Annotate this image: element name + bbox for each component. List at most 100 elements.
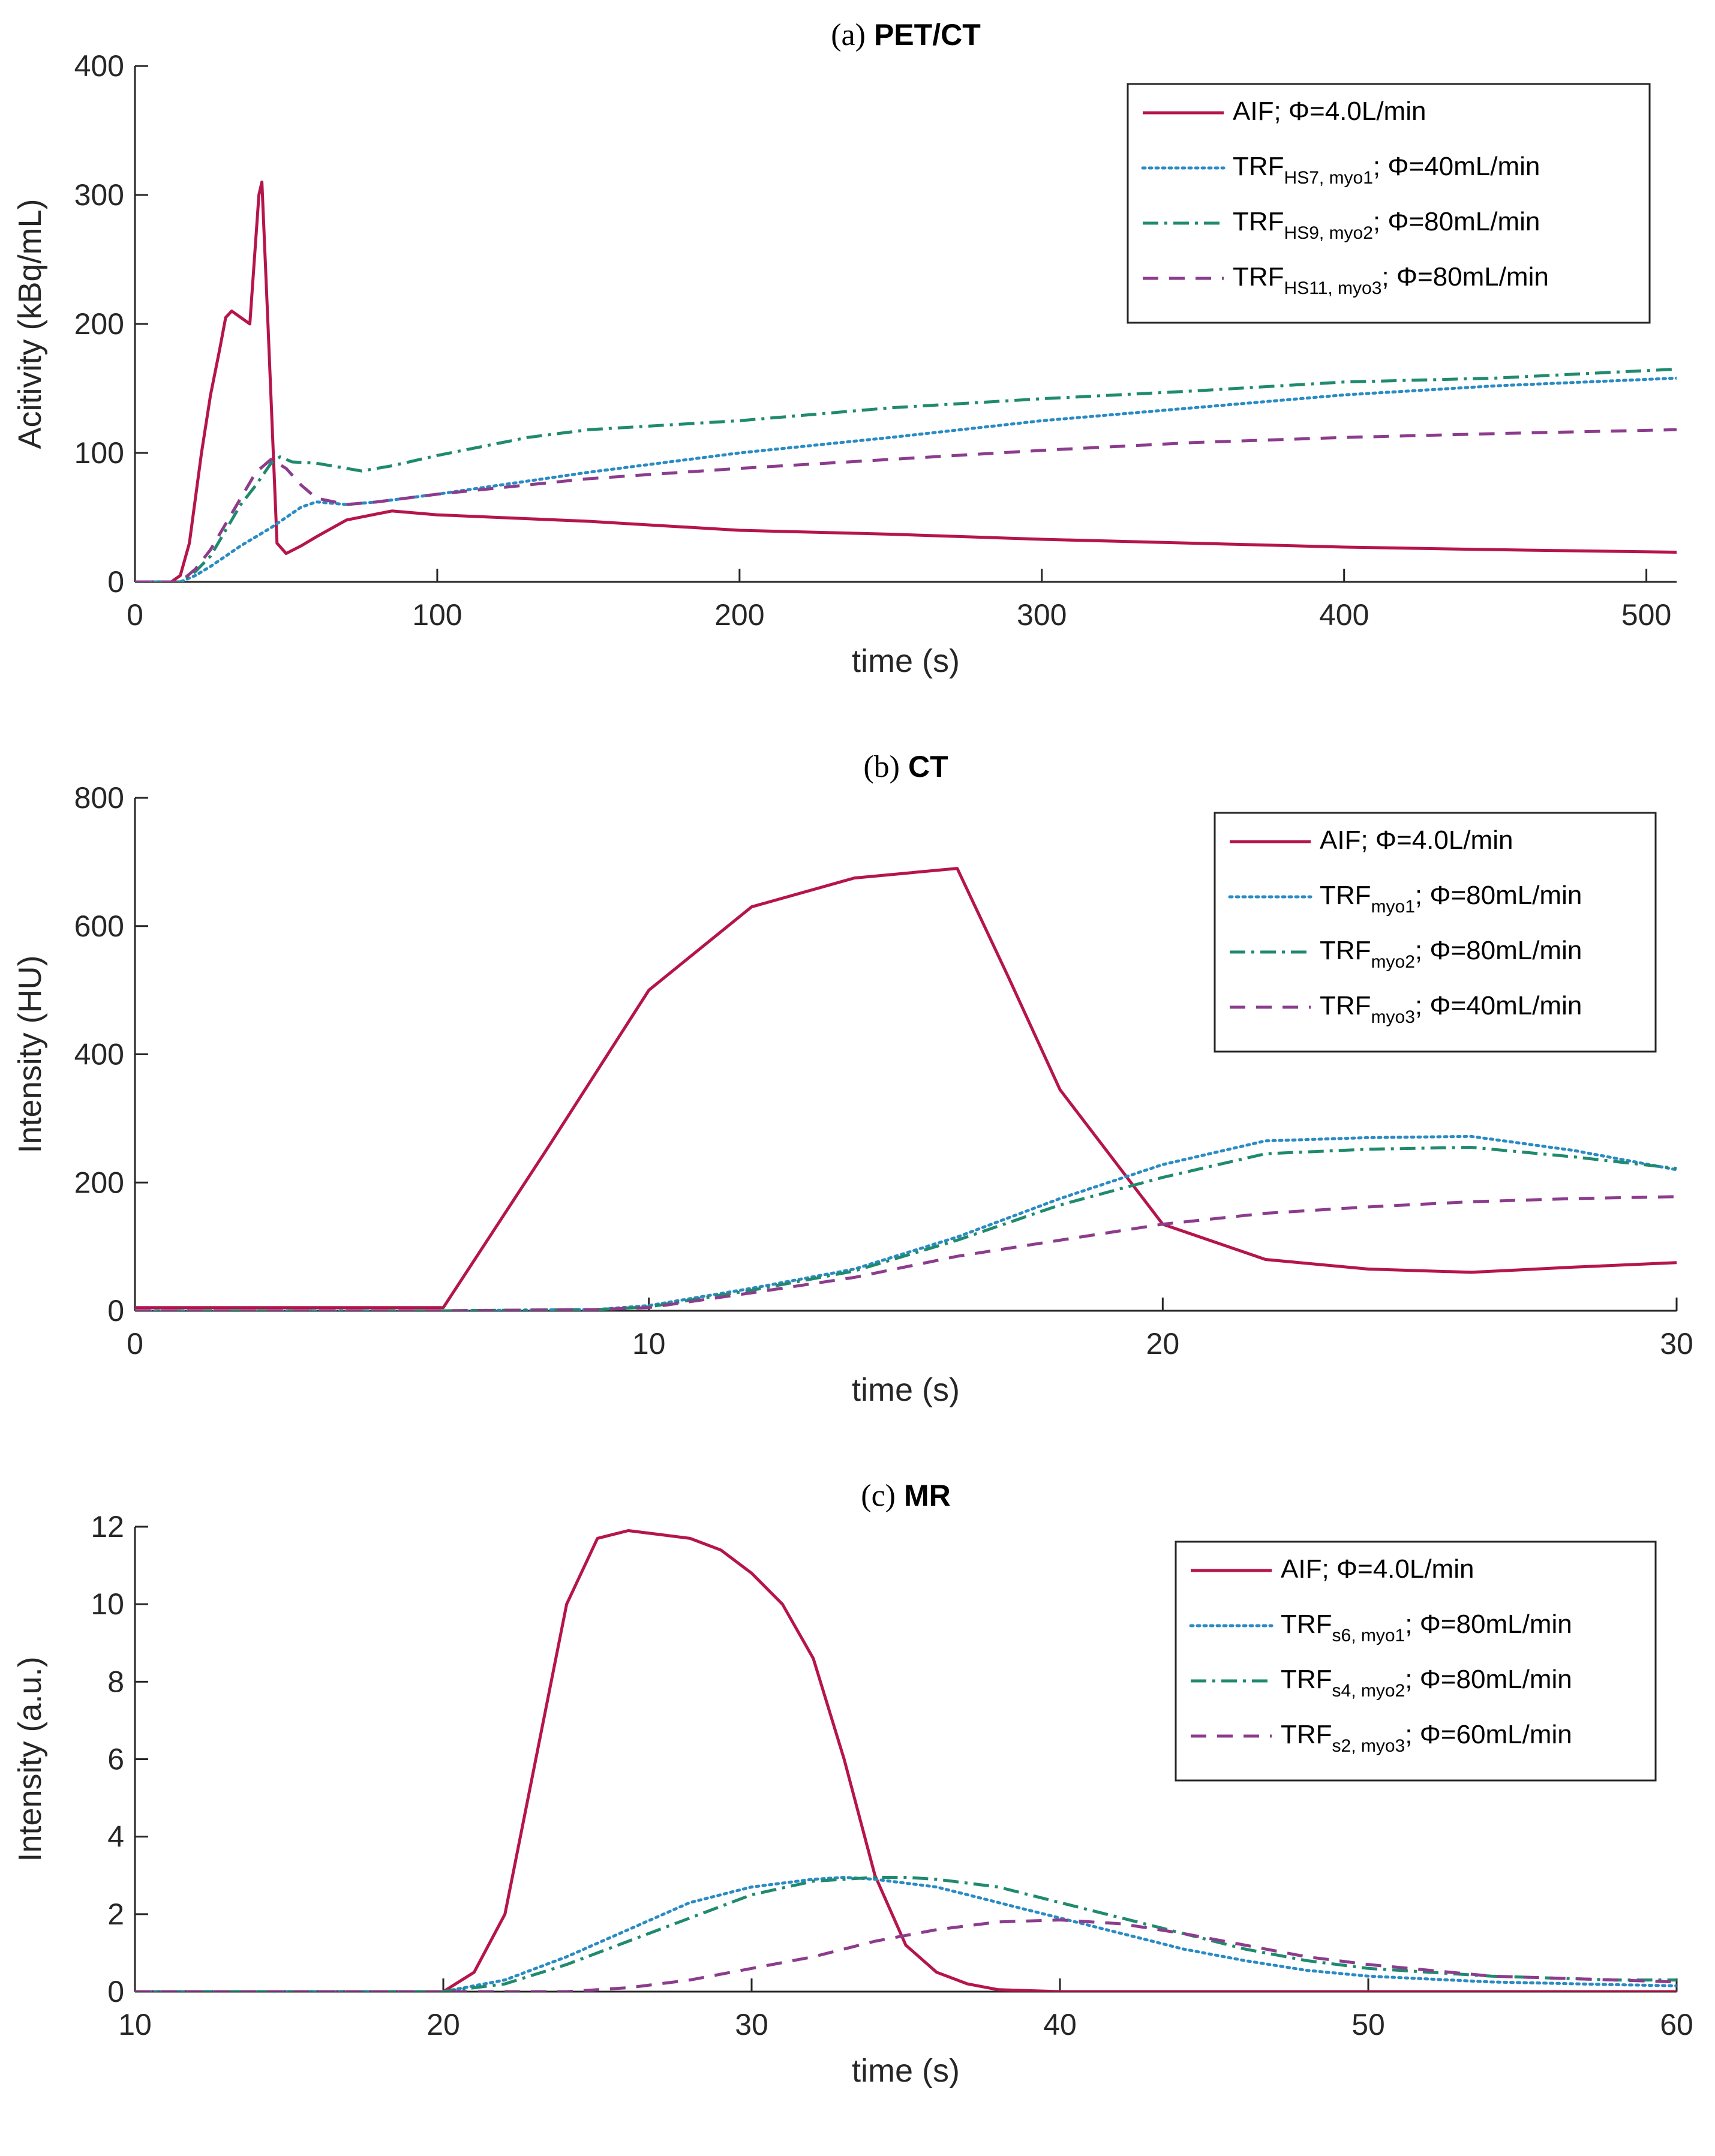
legend-label: AIF; Φ=4.0L/min — [1320, 825, 1513, 855]
x-axis-label: time (s) — [852, 2053, 960, 2089]
legend-label: TRF — [1320, 936, 1371, 965]
legend-entry: AIF; Φ=4.0L/min — [1281, 1554, 1474, 1584]
x-tick-label: 60 — [1660, 2008, 1693, 2041]
series-line-TRF_HS9,myo2 — [135, 367, 1677, 582]
panel-name: MR — [904, 1479, 951, 1512]
y-tick-label: 8 — [107, 1665, 124, 1698]
legend-subscript: s2, myo3 — [1332, 1736, 1405, 1756]
y-tick-label: 4 — [107, 1820, 124, 1854]
y-tick-label: 800 — [74, 781, 124, 815]
y-tick-label: 200 — [74, 307, 124, 341]
x-tick-label: 300 — [1017, 598, 1067, 632]
legend-label-tail: ; Φ=40mL/min — [1415, 991, 1582, 1020]
legend-entry: TRFHS11, myo3; Φ=80mL/min — [1233, 262, 1549, 298]
legend-subscript: myo3 — [1371, 1007, 1415, 1027]
y-tick-label: 0 — [107, 1294, 124, 1328]
y-tick-label: 200 — [74, 1166, 124, 1199]
panel-name: PET/CT — [874, 18, 981, 52]
legend-subscript: HS11, myo3 — [1284, 278, 1382, 298]
series-line-TRF_s4,myo2 — [135, 1876, 1677, 1992]
y-tick-label: 100 — [74, 436, 124, 470]
x-tick-label: 100 — [412, 598, 462, 632]
legend-label: AIF; Φ=4.0L/min — [1281, 1554, 1474, 1584]
legend-subscript: s6, myo1 — [1332, 1626, 1405, 1645]
legend-entry: TRFmyo3; Φ=40mL/min — [1320, 991, 1582, 1027]
chart-title: (a) PET/CT — [831, 18, 981, 52]
legend-label-tail: ; Φ=80mL/min — [1373, 207, 1540, 236]
series-line-TRF_HS7,myo1 — [135, 376, 1677, 582]
x-tick-label: 30 — [1660, 1327, 1693, 1361]
legend-subscript: HS7, myo1 — [1284, 168, 1373, 188]
y-tick-label: 400 — [74, 49, 124, 83]
x-tick-label: 0 — [127, 598, 143, 632]
legend-label-tail: ; Φ=60mL/min — [1405, 1720, 1572, 1749]
series-line-AIF — [135, 867, 1677, 1310]
chart-panel-3: (c) MR 0 2 4 6 8 10 12 10 20 30 40 50 60 time (s) Intens… — [12, 1479, 1693, 2089]
legend-subscript: myo2 — [1371, 952, 1415, 972]
x-tick-label: 400 — [1319, 598, 1369, 632]
legend-subscript: s4, myo2 — [1332, 1681, 1405, 1701]
x-tick-label: 40 — [1043, 2008, 1077, 2041]
legend-label-tail: ; Φ=40mL/min — [1373, 152, 1540, 181]
legend-label: TRF — [1281, 1720, 1332, 1749]
y-tick-label: 2 — [107, 1897, 124, 1931]
y-tick-label: 0 — [107, 565, 124, 599]
legend-label: TRF — [1281, 1665, 1332, 1694]
legend-label: AIF; Φ=4.0L/min — [1233, 97, 1426, 126]
y-tick-label: 600 — [74, 909, 124, 943]
panel-letter: (a) — [831, 18, 866, 52]
panel-letter: (b) — [863, 750, 900, 784]
y-axis-label: Intensity (a.u.) — [12, 1656, 48, 1861]
chart-panel-2: (b) CT 0 200 400 600 800 0 10 20 30 time (s) Intensi… — [12, 750, 1693, 1408]
y-tick-label: 10 — [91, 1587, 124, 1621]
legend-label: TRF — [1233, 262, 1284, 292]
x-tick-label: 20 — [1146, 1327, 1180, 1361]
series-line-TRF_myo1 — [135, 1134, 1677, 1311]
x-tick-label: 10 — [118, 2008, 152, 2041]
legend-label: TRF — [1233, 207, 1284, 236]
panel-letter: (c) — [861, 1479, 896, 1513]
y-tick-label: 300 — [74, 178, 124, 212]
y-tick-label: 0 — [107, 1975, 124, 2008]
legend-label: TRF — [1281, 1610, 1332, 1639]
chart-title: (b) CT — [863, 750, 948, 784]
legend-label-tail: ; Φ=80mL/min — [1415, 881, 1582, 910]
y-tick-label: 6 — [107, 1743, 124, 1776]
series-line-TRF_s2,myo3 — [135, 1918, 1677, 1992]
x-axis-label: time (s) — [852, 643, 960, 679]
y-tick-label: 12 — [91, 1510, 124, 1544]
series-line-TRF_myo2 — [135, 1146, 1677, 1311]
legend-entry: TRFs6, myo1; Φ=80mL/min — [1281, 1610, 1572, 1645]
legend-entry: TRFHS9, myo2; Φ=80mL/min — [1233, 207, 1540, 243]
legend-entry: TRFmyo1; Φ=80mL/min — [1320, 881, 1582, 917]
legend-entry: TRFmyo2; Φ=80mL/min — [1320, 936, 1582, 972]
legend-label-tail: ; Φ=80mL/min — [1381, 262, 1548, 292]
chart-title: (c) MR — [861, 1479, 950, 1513]
legend-entry: TRFs4, myo2; Φ=80mL/min — [1281, 1665, 1572, 1701]
legend-label: TRF — [1233, 152, 1284, 181]
series-line-TRF_s6,myo1 — [135, 1876, 1677, 1992]
legend-box — [1214, 812, 1657, 1053]
legend-label-tail: ; Φ=80mL/min — [1405, 1610, 1572, 1639]
legend-entry: AIF; Φ=4.0L/min — [1320, 825, 1513, 855]
x-tick-label: 0 — [127, 1327, 143, 1361]
legend-label-tail: ; Φ=80mL/min — [1415, 936, 1582, 965]
legend-box — [1127, 83, 1651, 324]
legend-label: TRF — [1320, 991, 1371, 1020]
x-tick-label: 30 — [735, 2008, 768, 2041]
panel-name: CT — [908, 750, 948, 783]
legend-entry: TRFs2, myo3; Φ=60mL/min — [1281, 1720, 1572, 1756]
legend-box — [1175, 1541, 1657, 1782]
x-tick-label: 200 — [714, 598, 764, 632]
legend-subscript: HS9, myo2 — [1284, 223, 1373, 243]
x-tick-label: 50 — [1351, 2008, 1385, 2041]
y-axis-label: Intensity (HU) — [12, 955, 48, 1153]
x-tick-label: 10 — [632, 1327, 666, 1361]
legend-entry: TRFHS7, myo1; Φ=40mL/min — [1233, 152, 1540, 188]
x-tick-label: 20 — [427, 2008, 460, 2041]
legend-entry: AIF; Φ=4.0L/min — [1233, 97, 1426, 126]
